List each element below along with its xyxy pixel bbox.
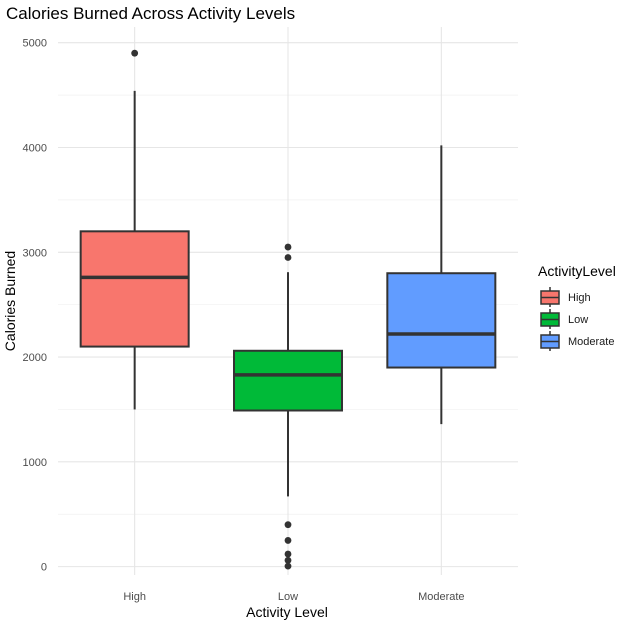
outlier-point — [284, 562, 292, 570]
x-axis-title: Activity Level — [246, 604, 328, 620]
outlier-point — [284, 521, 292, 529]
outlier-point — [284, 550, 292, 558]
legend-key-low: Low — [540, 309, 588, 329]
legend-key-moderate: Moderate — [540, 331, 614, 351]
boxes — [79, 49, 497, 570]
box — [79, 230, 190, 348]
legend-label: High — [568, 292, 591, 304]
y-tick-label: 5000 — [23, 38, 47, 50]
x-tick-label: Moderate — [418, 591, 464, 603]
legend-key-high: High — [540, 287, 591, 307]
box-group-low — [233, 243, 343, 570]
outlier-point — [284, 254, 292, 261]
y-tick-label: 2000 — [23, 352, 47, 364]
chart-title: Calories Burned Across Activity Levels — [6, 4, 295, 23]
x-tick-label: Low — [278, 591, 298, 603]
outlier-point — [131, 49, 139, 57]
box — [233, 349, 343, 412]
x-axis-ticks: High Low Moderate — [123, 591, 464, 603]
legend-label: Moderate — [568, 336, 614, 348]
box-group-moderate — [386, 145, 497, 425]
legend-label: Low — [568, 314, 588, 326]
y-tick-label: 1000 — [23, 457, 47, 469]
box-group-high — [79, 49, 190, 410]
outlier-point — [284, 537, 292, 544]
y-tick-label: 4000 — [23, 142, 47, 154]
y-axis-title: Calories Burned — [2, 251, 18, 351]
box — [386, 272, 497, 369]
x-tick-label: High — [123, 591, 146, 603]
legend: ActivityLevel High Low Moderate — [538, 263, 616, 351]
y-axis-ticks: 0 1000 2000 3000 4000 5000 — [23, 38, 47, 574]
y-tick-label: 0 — [41, 562, 47, 574]
outlier-point — [284, 556, 292, 564]
legend-title: ActivityLevel — [538, 263, 616, 279]
outlier-point — [284, 243, 292, 251]
y-tick-label: 3000 — [23, 247, 47, 259]
